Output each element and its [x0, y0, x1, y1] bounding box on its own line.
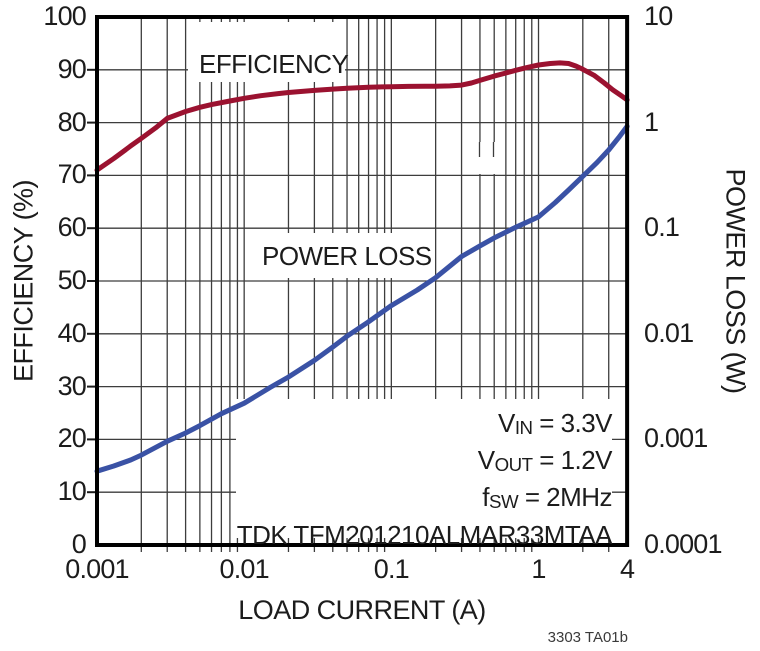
- power-loss-curve: [94, 123, 630, 474]
- y-right-tick-label: 10: [644, 1, 673, 31]
- plot-frame: [95, 15, 630, 547]
- x-tick-label: 4: [620, 554, 635, 584]
- power-loss-curve-label: POWER LOSS: [262, 241, 432, 271]
- y-left-tick-label: 80: [57, 106, 87, 137]
- label-whiteouts: [188, 22, 612, 538]
- device-annotation: TDK TFM201210ALMAR33MTAA: [236, 519, 613, 550]
- right-axis-title: POWER LOSS (W): [720, 168, 751, 394]
- y-right-tick-label: 0.1: [644, 212, 680, 243]
- y-right-tick-label: 0.001: [644, 423, 708, 454]
- figure-number: 3303 TA01b: [547, 629, 628, 646]
- y-left-tick-label: 100: [43, 1, 86, 31]
- artifact-grid-stubs: [478, 142, 495, 157]
- y-right-tick-label: 1: [644, 106, 659, 137]
- y-left-ticks: [87, 68, 95, 494]
- efficiency-curve-label: EFFICIENCY: [199, 49, 349, 79]
- y-left-tick-label: 90: [57, 53, 87, 84]
- y-left-tick-label: 40: [57, 317, 87, 348]
- x-axis-title: LOAD CURRENT (A): [238, 595, 486, 625]
- x-minor-ticks: [140, 547, 610, 552]
- y-right-tick-label: 0.0001: [644, 529, 723, 559]
- fsw-annotation: fSW = 2MHz: [482, 482, 612, 513]
- vin-annotation: VIN = 3.3V: [498, 408, 613, 439]
- operating-conditions: VIN = 3.3V VOUT = 1.2V fSW = 2MHz TDK TF…: [236, 407, 613, 551]
- x-tick-label: 0.001: [65, 554, 129, 584]
- efficiency-curve: [94, 60, 630, 173]
- x-tick-label: 1: [531, 554, 546, 584]
- y-right-tick-label: 0.01: [644, 317, 694, 348]
- y-left-tick-label: 0: [71, 529, 87, 559]
- y-left-tick-label: 10: [57, 476, 87, 507]
- y-left-tick-label: 20: [57, 423, 87, 454]
- x-tick-label: 0.1: [373, 554, 410, 584]
- vout-annotation: VOUT = 1.2V: [477, 445, 613, 476]
- y-left-tick-label: 30: [57, 370, 87, 401]
- y-left-tick-label: 70: [57, 159, 87, 190]
- x-tick-label: 0.01: [219, 554, 270, 584]
- y-left-tick-label: 60: [57, 212, 87, 243]
- y-left-tick-label: 50: [57, 265, 87, 295]
